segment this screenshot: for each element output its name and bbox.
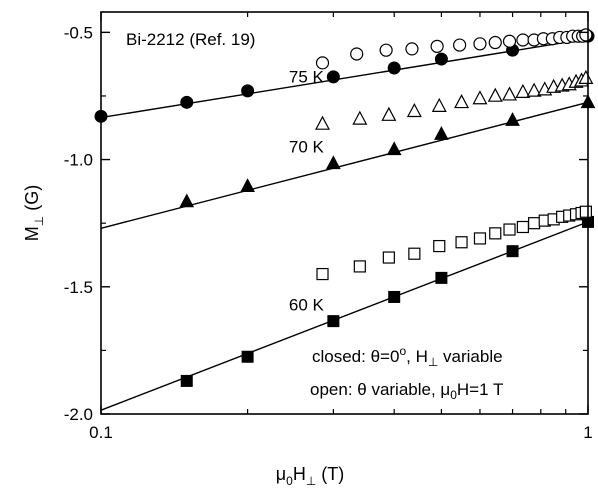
triangle-point-70k-closed — [434, 126, 449, 140]
circle-point-75k-open — [430, 39, 444, 53]
circle-point-75k-open — [405, 42, 419, 56]
triangle-point-70k-closed — [179, 193, 195, 208]
triangle-point-70k-open — [526, 82, 542, 97]
circle-point-75k-closed — [241, 84, 255, 98]
triangle-point-70k-open — [315, 115, 331, 130]
circle-point-75k-open — [579, 28, 593, 42]
x-tick-label: 1 — [583, 423, 592, 442]
triangle-point-70k-open — [381, 106, 397, 121]
square-point-60k-open — [455, 236, 468, 249]
tick-labels: -2.0 -1.5 -1.0 -0.5 0.1 1 — [64, 23, 593, 442]
circle-point-75k-open — [379, 43, 393, 57]
triangle-point-70k-open — [487, 87, 503, 102]
circle-point-75k-open — [315, 56, 330, 70]
plot-frame — [100, 11, 589, 415]
x-axis-title-unit: (T) — [316, 464, 344, 484]
y-tick-label: -1.0 — [64, 151, 93, 170]
triangle-point-70k-open — [472, 90, 488, 105]
circle-point-75k-closed — [434, 52, 448, 66]
triangle-point-70k-open — [431, 97, 447, 112]
triangle-point-70k-closed — [386, 141, 402, 156]
y-tick-label: -2.0 — [64, 405, 93, 424]
open-legend-sub: 0 — [450, 388, 457, 402]
square-point-60k-closed — [241, 350, 254, 363]
square-point-60k-closed — [435, 271, 448, 284]
circle-point-75k-closed — [387, 61, 401, 75]
x-axis-title-mu: μ — [276, 464, 286, 484]
circle-point-75k-closed — [180, 95, 194, 109]
series-label-60k: 60 K — [289, 295, 325, 314]
open-legend: open: θ variable, μ0H=1 T — [310, 380, 503, 402]
open-legend-tail: H=1 T — [457, 380, 503, 399]
triangle-point-70k-open — [352, 110, 368, 125]
x-tick-label: 0.1 — [89, 423, 113, 442]
circle-point-75k-open — [488, 35, 502, 50]
triangle-point-70k-open — [502, 86, 518, 101]
square-point-60k-open — [516, 220, 529, 234]
circle-point-75k-open — [453, 38, 467, 52]
triangle-point-70k-closed — [240, 178, 255, 193]
x-axis-title-sub1: 0 — [286, 474, 293, 488]
square-point-60k-open — [382, 251, 395, 264]
square-point-60k-open — [527, 217, 541, 230]
y-axis-title-m: M — [22, 226, 42, 241]
square-point-60k-closed — [327, 315, 340, 328]
source-annotation: Bi-2212 (Ref. 19) — [126, 30, 255, 49]
square-point-60k-closed — [506, 245, 519, 258]
y-tick-label: -0.5 — [64, 23, 93, 42]
square-point-60k-open — [503, 223, 516, 236]
closed-legend-degree: o — [399, 344, 406, 358]
x-axis-title-h: H — [293, 464, 306, 484]
closed-legend-sub: ⊥ — [428, 355, 438, 369]
square-point-60k-open — [579, 205, 592, 218]
square-point-60k-open — [473, 232, 487, 245]
open-legend-prefix: open: θ variable, μ — [310, 380, 450, 399]
y-axis-title-unit: (G) — [22, 185, 42, 216]
data-points — [94, 28, 596, 387]
circle-point-75k-open — [516, 33, 530, 47]
square-point-60k-closed — [180, 374, 193, 387]
square-point-60k-open — [408, 247, 421, 260]
circle-point-75k-open — [502, 34, 517, 48]
closed-legend-tail: variable — [438, 347, 502, 366]
series-label-75k: 75 K — [289, 68, 325, 87]
closed-legend-suffix: , H — [406, 347, 428, 366]
circle-point-75k-closed — [326, 70, 340, 84]
triangle-point-70k-open — [406, 102, 422, 118]
circle-point-75k-open — [350, 47, 364, 61]
square-point-60k-open — [489, 227, 502, 240]
closed-legend: closed: θ=0o, H⊥ variable — [312, 344, 503, 369]
square-point-60k-open — [353, 260, 366, 273]
y-axis-title: M⊥ (G) — [22, 185, 46, 241]
y-tick-label: -1.5 — [64, 278, 93, 297]
y-axis-title-sub: ⊥ — [32, 216, 46, 226]
x-axis-title: μ0H⊥ (T) — [276, 464, 345, 488]
series-labels: 75 K 70 K 60 K — [289, 68, 325, 315]
triangle-point-70k-open — [454, 94, 470, 109]
triangle-point-70k-open — [515, 83, 531, 98]
square-point-60k-closed — [388, 290, 401, 303]
square-point-60k-open — [433, 239, 446, 253]
axis-ticks — [100, 12, 589, 415]
x-axis-title-sub2: ⊥ — [306, 474, 316, 488]
triangle-point-70k-open — [578, 69, 594, 85]
triangle-point-70k-closed — [326, 155, 341, 170]
series-label-70k: 70 K — [289, 138, 325, 157]
square-point-60k-open — [316, 267, 329, 281]
triangle-point-70k-closed — [505, 112, 520, 126]
circle-point-75k-open — [473, 37, 487, 51]
closed-legend-prefix: closed: θ=0 — [312, 347, 399, 366]
